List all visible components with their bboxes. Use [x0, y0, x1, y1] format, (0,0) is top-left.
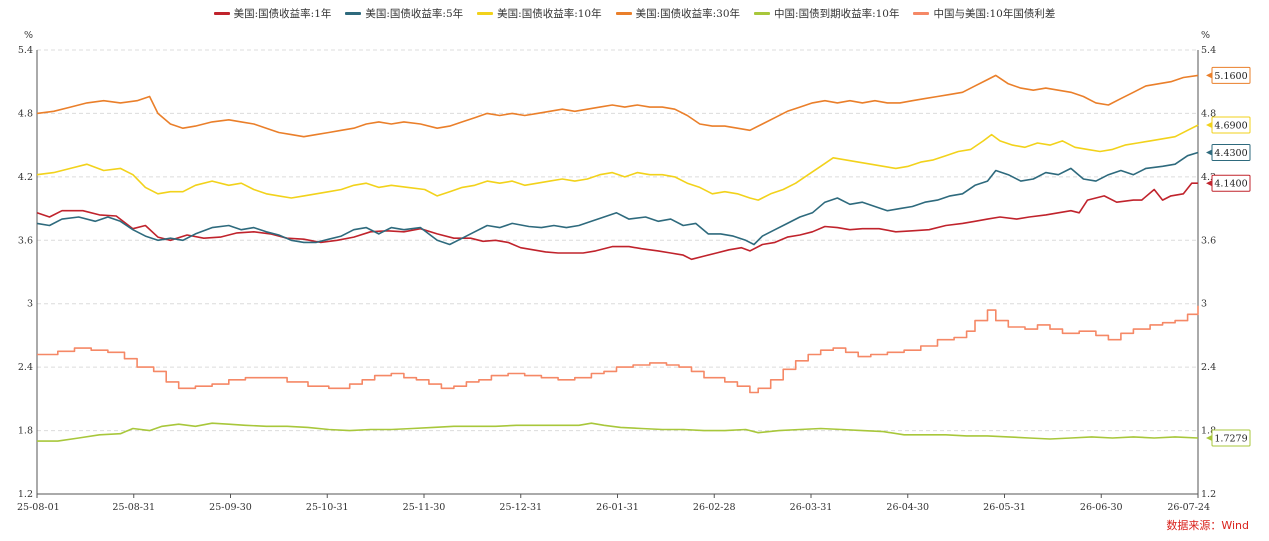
x-tick-label: 26-02-28 [693, 502, 736, 513]
label-box [1211, 174, 1251, 192]
label-text: 4.4300 [1214, 148, 1247, 159]
grid-lines [37, 49, 1198, 432]
label-pointer [1206, 180, 1212, 187]
label-box [1211, 429, 1251, 447]
x-tick-label: 26-04-30 [886, 502, 929, 513]
legend-swatch [345, 12, 362, 15]
label-box [1211, 66, 1251, 84]
y-tick-left: 3 [27, 299, 33, 310]
series-line-5 [37, 305, 1199, 394]
label-pointer [1206, 434, 1212, 441]
y-tick-left: 1.2 [18, 489, 33, 500]
x-tick-label: 26-07-24 [1167, 502, 1210, 513]
y-tick-right: 3.6 [1201, 235, 1216, 246]
source-label: 数据来源：Wind [1166, 519, 1249, 532]
end-value-label-0: 4.1400 [1206, 174, 1251, 192]
label-pointer [1206, 72, 1212, 79]
legend-label: 美国:国债收益率:30年 [635, 8, 741, 20]
y-tick-left: 3.6 [18, 235, 33, 246]
legend-item-0[interactable]: 美国:国债收益率:1年 [213, 6, 332, 21]
end-value-label-2: 4.6900 [1206, 116, 1251, 134]
x-tick-label: 25-09-30 [209, 502, 252, 513]
label-pointer [1206, 149, 1212, 156]
legend-item-1[interactable]: 美国:国债收益率:5年 [345, 6, 463, 21]
y-tick-right: 4.8 [1201, 108, 1216, 119]
legend-item-2[interactable]: 美国:国债收益率:10年 [477, 6, 602, 21]
legend-item-5[interactable]: 中国与美国:10年国债利差 [913, 6, 1055, 21]
end-value-labels: 4.1400 4.4300 4.6900 5.1600 1.7279 [1206, 66, 1251, 447]
legend-item-4[interactable]: 中国:国债到期收益率:10年 [754, 6, 899, 21]
label-pointer [1206, 122, 1212, 129]
y-tick-right: 4.2 [1201, 172, 1216, 183]
x-tick-label: 25-08-01 [17, 502, 60, 513]
legend-swatch [213, 12, 230, 15]
legend-label: 美国:国债收益率:10年 [497, 8, 602, 20]
y-tick-right: 1.8 [1201, 426, 1216, 437]
legend-label: 中国:国债到期收益率:10年 [774, 8, 900, 20]
label-text: 1.7279 [1214, 433, 1247, 444]
chart-legend: 美国:国债收益率:1年 美国:国债收益率:5年 美国:国债收益率:10年 美国:国债收… [0, 6, 1269, 21]
x-tick-label: 25-12-31 [499, 502, 542, 513]
end-value-label-4: 1.7279 [1206, 429, 1251, 447]
axes: 5.4 5.4 4.8 4.8 4.2 4.2 3.6 3.6 3 3 2.4 2.4 1.8 1.8 1.… [17, 30, 1216, 513]
series-line-4 [37, 422, 1199, 442]
series-line-1 [36, 151, 1199, 246]
series-line-2 [36, 124, 1199, 201]
x-tick-label: 25-11-30 [403, 502, 446, 513]
x-tick-label: 26-01-31 [596, 502, 639, 513]
label-text: 4.6900 [1214, 121, 1247, 132]
y-unit-right: % [1201, 30, 1210, 41]
y-tick-left: 5.4 [18, 45, 33, 56]
x-tick-label: 26-06-30 [1080, 502, 1123, 513]
y-tick-right: 5.4 [1201, 45, 1216, 56]
x-tick-label: 25-08-31 [112, 502, 155, 513]
y-tick-left: 4.2 [18, 172, 33, 183]
end-value-label-3: 5.1600 [1206, 66, 1251, 84]
legend-label: 美国:国债收益率:1年 [233, 8, 332, 20]
series-line-3 [36, 74, 1199, 138]
x-tick-label: 25-10-31 [306, 502, 349, 513]
legend-swatch [477, 12, 494, 15]
label-box [1211, 116, 1251, 134]
end-value-label-1: 4.4300 [1206, 144, 1251, 162]
legend-label: 中国与美国:10年国债利差 [933, 8, 1056, 20]
legend-swatch [754, 12, 771, 15]
y-tick-left: 4.8 [18, 108, 33, 119]
x-tick-label: 26-05-31 [983, 502, 1026, 513]
y-tick-right: 2.4 [1201, 362, 1216, 373]
y-tick-right: 3 [1201, 299, 1207, 310]
label-text: 5.1600 [1214, 71, 1247, 82]
legend-item-3[interactable]: 美国:国债收益率:30年 [615, 6, 741, 21]
y-tick-left: 2.4 [18, 362, 33, 373]
y-tick-right: 1.2 [1201, 489, 1216, 500]
y-unit-left: % [24, 30, 33, 41]
y-tick-left: 1.8 [18, 426, 33, 437]
x-tick-label: 26-03-31 [790, 502, 833, 513]
legend-label: 美国:国债收益率:5年 [365, 8, 464, 20]
legend-swatch [615, 12, 632, 15]
legend-swatch [913, 12, 930, 15]
label-box [1211, 144, 1251, 162]
series-line-0 [36, 182, 1198, 261]
plot-area [36, 74, 1199, 442]
label-text: 4.1400 [1214, 179, 1247, 190]
